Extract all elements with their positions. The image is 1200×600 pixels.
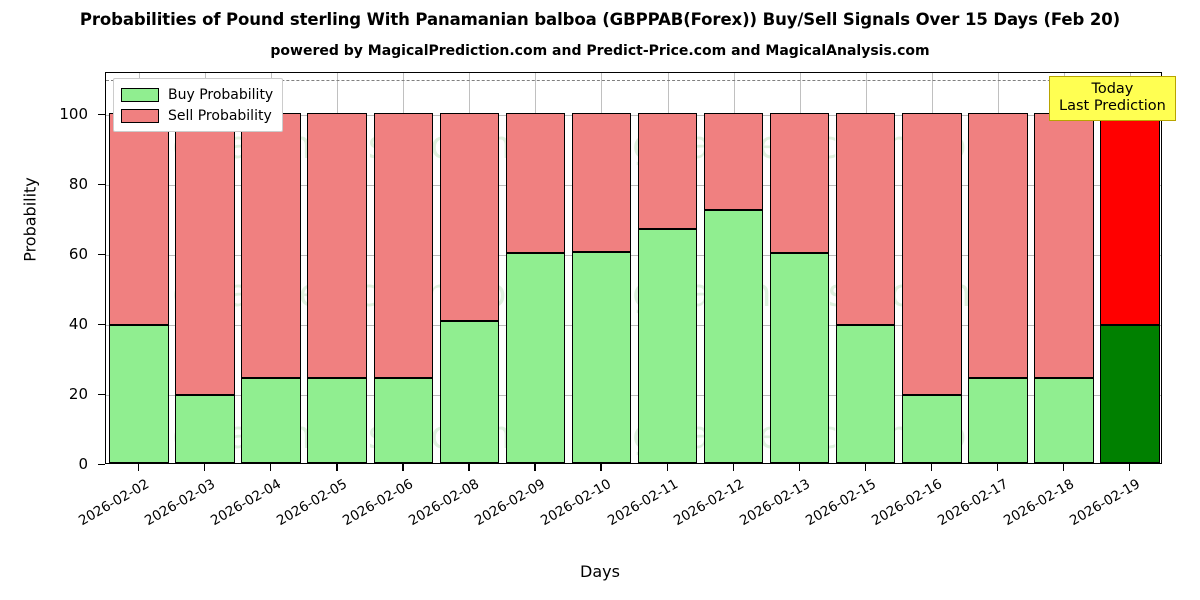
- gridline-y-60: [106, 255, 1161, 256]
- y-tick-mark: [98, 394, 105, 396]
- bar-segment-buy[interactable]: [175, 394, 235, 463]
- bar-segment-sell[interactable]: [769, 113, 830, 253]
- bar-segment-sell[interactable]: [241, 113, 301, 378]
- bar-segment-buy[interactable]: [637, 229, 698, 463]
- gridline-y-40: [106, 325, 1161, 326]
- bar-group[interactable]: [571, 73, 632, 463]
- bar-group[interactable]: [505, 73, 566, 463]
- legend-label: Sell Probability: [168, 107, 272, 124]
- bar-segment-sell[interactable]: [505, 113, 566, 253]
- bar-segment-buy[interactable]: [1100, 325, 1160, 463]
- x-tick-mark: [534, 464, 536, 471]
- x-tick-mark: [138, 464, 140, 471]
- y-tick-mark: [98, 184, 105, 186]
- y-tick-mark: [98, 464, 105, 466]
- bar-segment-sell[interactable]: [703, 113, 764, 210]
- bar-segment-sell[interactable]: [1100, 113, 1160, 326]
- y-axis-label: Probability: [20, 177, 40, 262]
- x-axis-label: Days: [580, 562, 620, 581]
- bar-segment-sell[interactable]: [439, 113, 500, 322]
- legend-swatch-icon: [121, 108, 159, 123]
- bar-group[interactable]: [835, 73, 896, 463]
- y-tick-label: 80: [68, 175, 88, 193]
- x-tick-mark: [798, 464, 800, 471]
- y-tick-mark: [98, 114, 105, 116]
- today-annotation-line1: Today: [1091, 81, 1134, 97]
- bar-group[interactable]: [241, 73, 301, 463]
- y-tick-label: 100: [59, 105, 88, 123]
- gridline-y-20: [106, 395, 1161, 396]
- bar-group[interactable]: [769, 73, 830, 463]
- bar-group[interactable]: [373, 73, 433, 463]
- x-tick-mark: [270, 464, 272, 471]
- bar-segment-buy[interactable]: [835, 325, 896, 463]
- bar-segment-buy[interactable]: [373, 377, 433, 463]
- bar-segment-sell[interactable]: [1034, 113, 1094, 378]
- x-tick-mark: [732, 464, 734, 471]
- bar-group[interactable]: [439, 73, 500, 463]
- bar-segment-buy[interactable]: [241, 377, 301, 463]
- x-tick-mark: [930, 464, 933, 471]
- bar-segment-sell[interactable]: [571, 113, 632, 252]
- chart-legend: Buy Probability Sell Probability: [113, 78, 284, 132]
- y-tick-label: 60: [68, 245, 88, 263]
- bar-segment-buy[interactable]: [1034, 377, 1094, 463]
- x-tick-mark: [468, 464, 470, 471]
- bar-group[interactable]: [968, 73, 1028, 463]
- y-tick-mark: [98, 254, 105, 256]
- gridline-y-80: [106, 185, 1161, 186]
- x-tick-mark: [600, 464, 602, 471]
- gridline-y-100: [106, 115, 1161, 116]
- bar-segment-sell[interactable]: [968, 113, 1028, 378]
- y-tick-label: 20: [68, 385, 88, 403]
- bar-segment-buy[interactable]: [703, 209, 764, 463]
- x-tick-mark: [204, 464, 206, 471]
- bar-group[interactable]: [902, 73, 962, 463]
- bar-group[interactable]: [175, 73, 235, 463]
- x-tick-mark: [402, 464, 404, 471]
- x-tick-mark: [864, 464, 867, 471]
- today-annotation: Today Last Prediction: [1049, 76, 1176, 121]
- bar-group[interactable]: [1034, 73, 1094, 463]
- bar-segment-sell[interactable]: [637, 113, 698, 230]
- y-tick-label: 40: [68, 315, 88, 333]
- x-tick-mark: [1062, 464, 1065, 471]
- bar-segment-sell[interactable]: [902, 113, 962, 395]
- bar-segment-sell[interactable]: [175, 113, 235, 395]
- bar-segment-sell[interactable]: [835, 113, 896, 326]
- bar-segment-buy[interactable]: [505, 253, 566, 463]
- bar-group[interactable]: [109, 73, 169, 463]
- x-tick-mark: [336, 464, 338, 471]
- dashed-reference-line: [106, 80, 1161, 81]
- legend-swatch-icon: [121, 87, 159, 102]
- bar-segment-buy[interactable]: [109, 325, 169, 463]
- x-tick-mark: [996, 464, 999, 471]
- bar-segment-buy[interactable]: [769, 253, 830, 463]
- y-tick-mark: [98, 324, 105, 326]
- bar-segment-buy[interactable]: [571, 251, 632, 463]
- bar-group[interactable]: [703, 73, 764, 463]
- bar-group[interactable]: [637, 73, 698, 463]
- legend-label: Buy Probability: [168, 86, 274, 103]
- bar-segment-buy[interactable]: [307, 377, 367, 463]
- legend-item[interactable]: Buy Probability: [121, 84, 273, 105]
- bar-group[interactable]: [1100, 73, 1160, 463]
- x-tick-mark: [666, 464, 668, 471]
- chart-subtitle: powered by MagicalPrediction.com and Pre…: [270, 43, 930, 59]
- bar-segment-sell[interactable]: [307, 113, 367, 378]
- bar-segment-sell[interactable]: [373, 113, 433, 378]
- x-tick-mark: [1128, 464, 1131, 471]
- bar-segment-sell[interactable]: [109, 113, 169, 326]
- bar-segment-buy[interactable]: [902, 394, 962, 463]
- today-annotation-line2: Last Prediction: [1059, 98, 1166, 114]
- bar-group[interactable]: [307, 73, 367, 463]
- bar-segment-buy[interactable]: [439, 321, 500, 463]
- chart-title: Probabilities of Pound sterling With Pan…: [79, 10, 1121, 29]
- y-tick-label: 0: [78, 455, 88, 473]
- legend-item[interactable]: Sell Probability: [121, 105, 273, 126]
- bar-segment-buy[interactable]: [968, 377, 1028, 463]
